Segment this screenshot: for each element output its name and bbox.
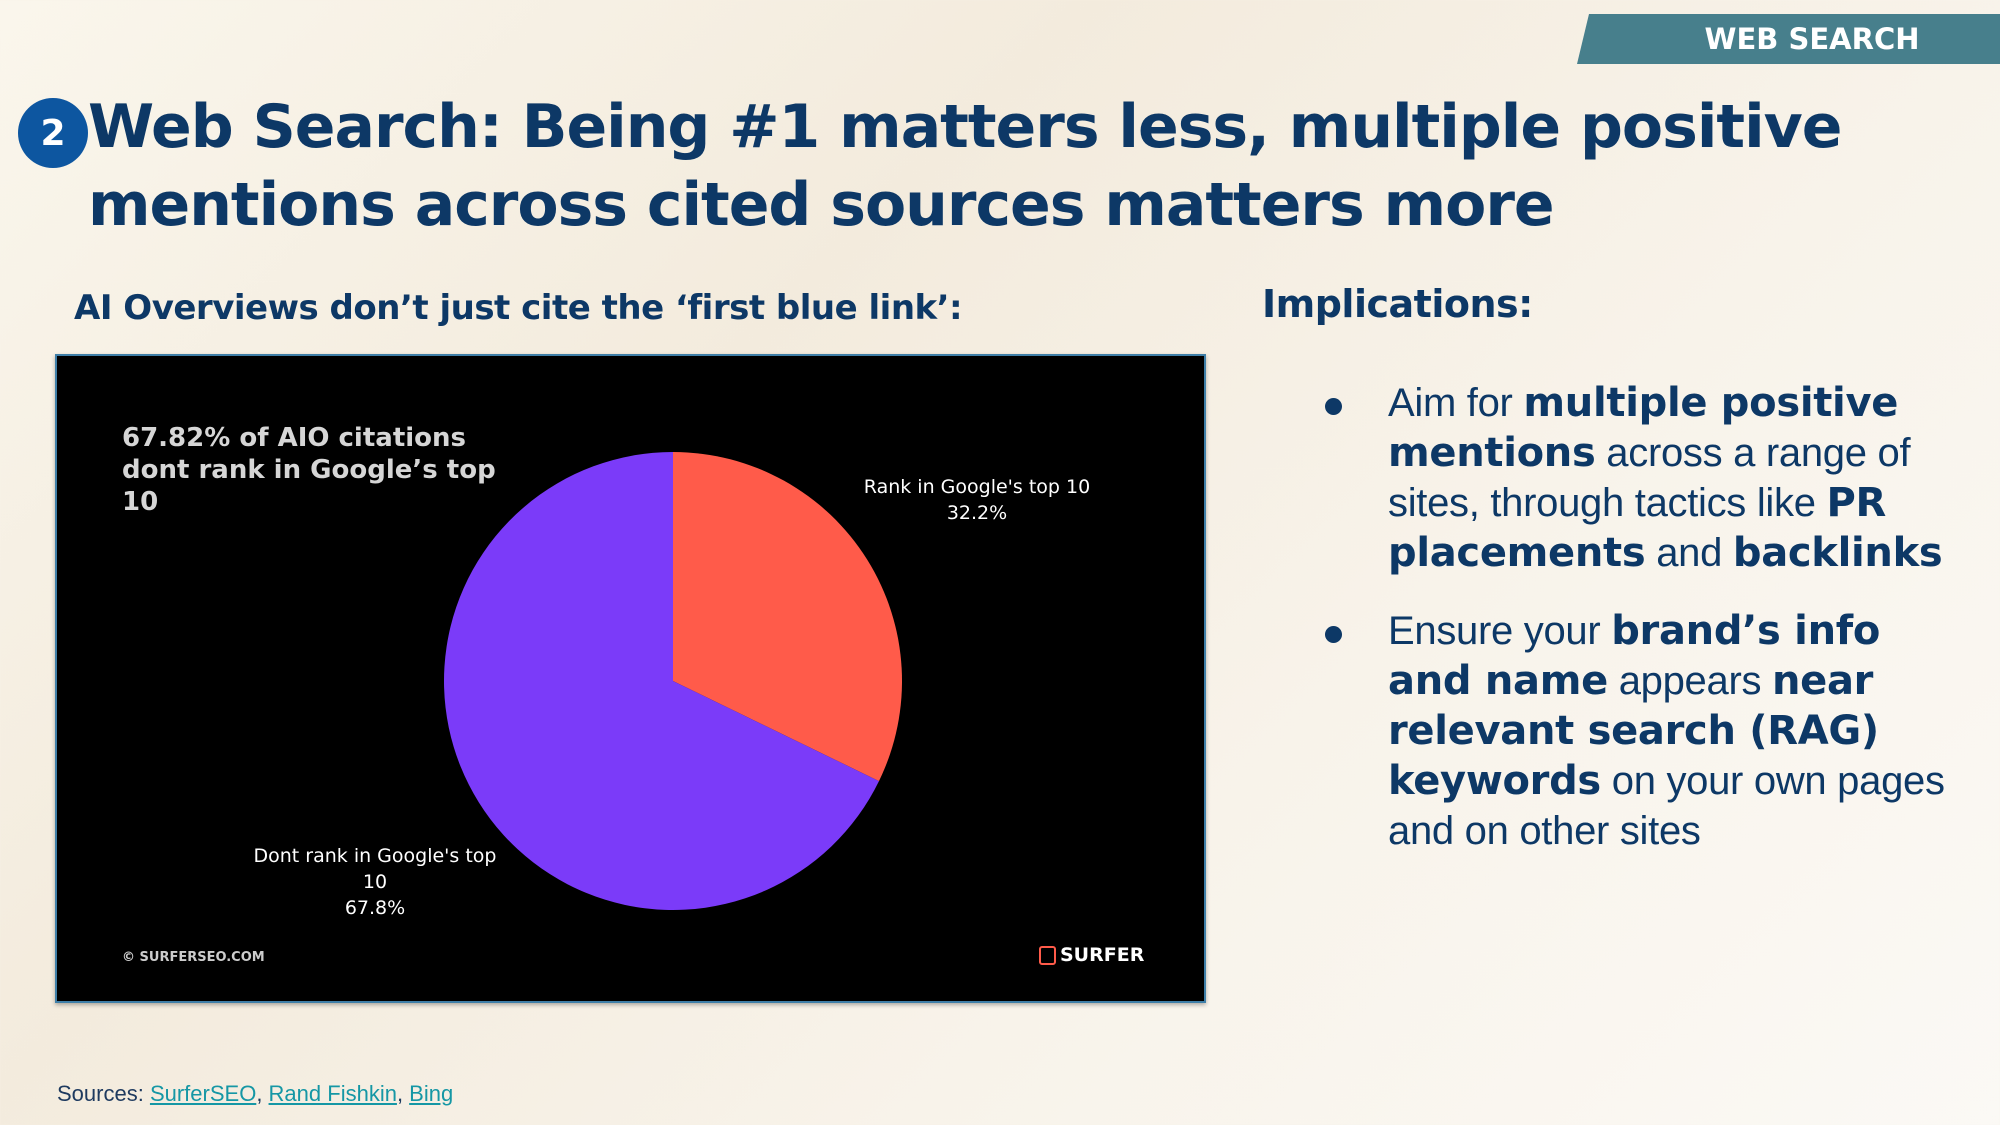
step-number-badge: 2: [18, 98, 88, 168]
chart-annotation: 67.82% of AIO citations dont rank in Goo…: [122, 423, 496, 517]
implications-heading: Implications:: [1262, 282, 1533, 326]
source-link[interactable]: Rand Fishkin: [268, 1081, 397, 1106]
emphasis-text: near relevant search (RAG) keywords: [1388, 658, 1879, 804]
implication-item: Ensure your brand’s info and name appear…: [1325, 606, 1965, 856]
slice-value-text: 32.2%: [946, 502, 1008, 524]
source-link[interactable]: Bing: [409, 1081, 454, 1106]
section-tag-label: WEB SEARCH: [1704, 22, 1920, 56]
implication-item: Aim for multiple positive mentions acros…: [1325, 378, 1965, 578]
implications-list: Aim for multiple positive mentions acros…: [1325, 378, 1965, 884]
chart-subheading: AI Overviews don’t just cite the ‘first …: [74, 288, 963, 328]
source-link[interactable]: SurferSEO: [149, 1081, 257, 1106]
slice-label-dont-rank: Dont rank in Google's top 10 67.8%: [250, 843, 500, 921]
copyright: © SURFERSEO.COM: [122, 950, 265, 965]
slice-label-text: Rank in Google's top 10: [863, 476, 1091, 498]
body-text: Ensure your: [1388, 609, 1612, 653]
pie-chart-image: 67.82% of AIO citations dont rank in Goo…: [55, 354, 1206, 1003]
surfer-logo-icon: [1039, 945, 1056, 965]
slice-label-rank: Rank in Google's top 10 32.2%: [857, 474, 1097, 526]
emphasis-text: multiple positive mentions: [1388, 380, 1899, 476]
body-text: appears: [1607, 659, 1772, 703]
pie-slice-0: [673, 452, 903, 782]
body-text: across a range of sites, through tactics…: [1388, 431, 1911, 525]
slice-value-text: 67.8%: [344, 897, 406, 919]
body-text: and: [1645, 531, 1733, 575]
body-text: on your own pages and on other sites: [1388, 759, 1945, 853]
bullet-icon: [1325, 398, 1342, 415]
emphasis-text: backlinks: [1732, 530, 1943, 576]
pie-slice-1: [444, 452, 879, 910]
emphasis-text: PR placements: [1388, 480, 1886, 576]
separator: ,: [256, 1081, 269, 1106]
sources-label: Sources:: [57, 1081, 150, 1106]
surfer-logo-text: SURFER: [1060, 944, 1145, 966]
bullet-icon: [1325, 626, 1342, 643]
separator: ,: [396, 1081, 410, 1106]
sources: Sources: SurferSEO, Rand Fishkin, Bing: [57, 1081, 453, 1107]
pie-chart: [444, 452, 903, 910]
emphasis-text: brand’s info and name: [1388, 608, 1881, 704]
slice-label-text: Dont rank in Google's top 10: [253, 845, 497, 893]
section-tag: WEB SEARCH: [1577, 14, 2000, 64]
page-title: Web Search: Being #1 matters less, multi…: [88, 92, 1842, 240]
body-text: Aim for: [1388, 381, 1524, 425]
surfer-logo: SURFER: [1039, 944, 1144, 966]
